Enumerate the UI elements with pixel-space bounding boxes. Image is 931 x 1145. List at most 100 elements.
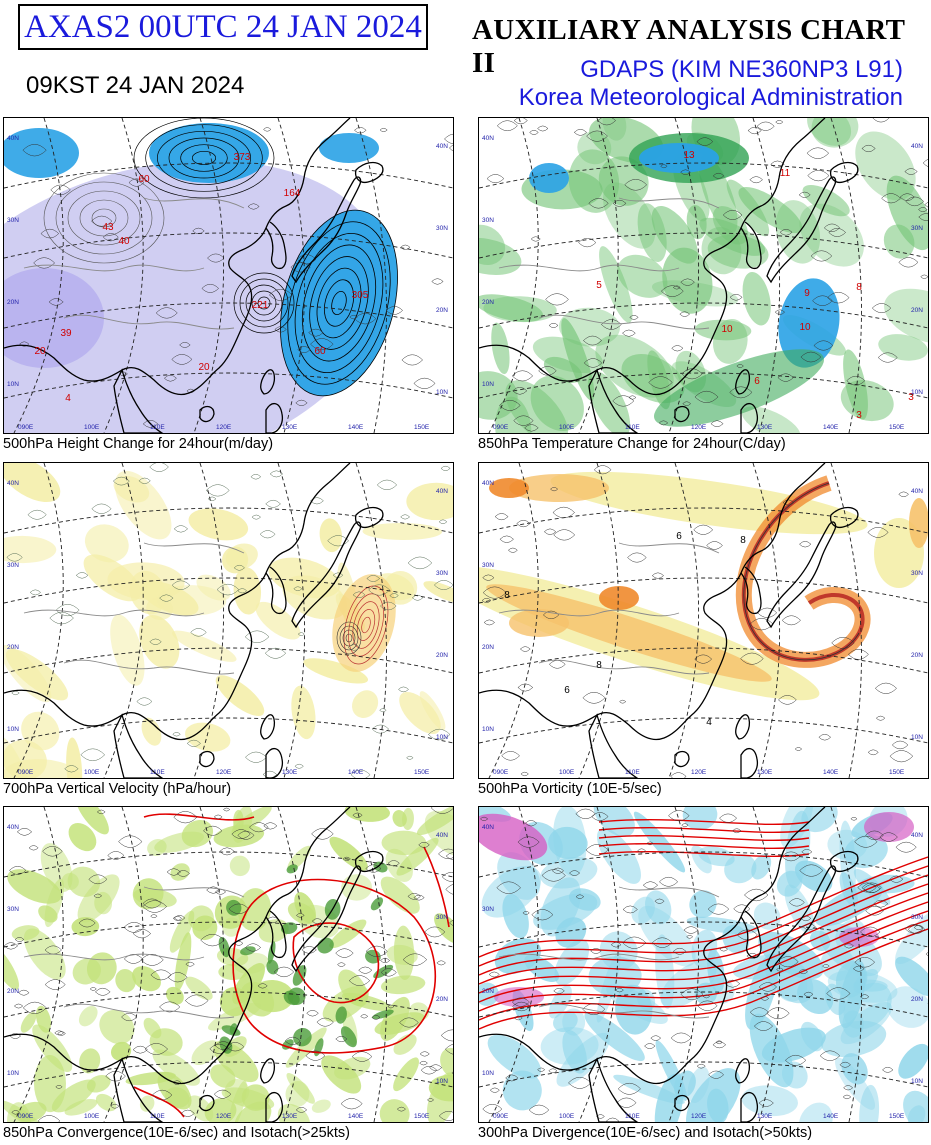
contour-value-label: 10 [721,324,733,335]
lat-label: 10N [7,726,19,733]
lon-label: 100E [84,424,100,431]
coastline [479,118,859,433]
map-graphic: 090E 100E 110E 120E 130E 140E 150E 40N 30N 20N 10N… [4,463,453,778]
lon-label: 120E [691,769,707,776]
lon-label: 140E [348,424,364,431]
coastline [4,807,384,1122]
lat-label: 30N [7,562,19,569]
contour-value-label: 3 [856,410,862,421]
lon-label: 090E [493,424,509,431]
contour-value-label: 8 [596,660,602,671]
lon-label: 130E [757,1113,773,1120]
contour-value-label: 60 [314,346,326,357]
lat-label: 30N [436,225,448,232]
coastline [4,463,384,778]
lon-label: 090E [18,1113,34,1120]
map-panel-height-change: 373 164 305 43 221 39 60 20 40 20 60 4 090E 100E 110E 1… [3,117,454,434]
lon-label: 110E [625,1113,640,1120]
caption-divergence: 300hPa Divergence(10E-6/sec) and Isotach… [478,1125,813,1141]
lat-label: 20N [7,644,19,651]
contour-value-label: 13 [683,150,695,161]
lat-label: 20N [482,988,494,995]
map-panel-vertical-velocity: 090E 100E 110E 120E 130E 140E 150E 40N 30N 20N 10N… [3,462,454,779]
lat-label: 40N [436,143,448,150]
lat-label: 30N [436,570,448,577]
lat-label: 10N [7,381,19,388]
contour-value-label: 9 [804,288,810,299]
map-graphic: 090E 100E 110E 120E 130E 140E 150E 40N 30N 20N 10N… [4,807,453,1122]
lon-label: 130E [282,1113,298,1120]
lat-label: 40N [482,135,494,142]
lon-label: 130E [757,424,773,431]
lon-label: 130E [757,769,773,776]
lon-label: 100E [84,1113,100,1120]
map-panel-divergence: 090E 100E 110E 120E 130E 140E 150E 40N 30N 20N 10N… [478,806,929,1123]
lon-label: 120E [216,1113,232,1120]
map-panel-vorticity: 8 8 6 8 6 4 090E 100E 110E 120E 130E 140E 150E 40N 30N… [478,462,929,779]
contour-value-label: 8 [856,282,862,293]
lat-label: 40N [911,143,923,150]
country-borders [23,886,245,1019]
caption-vorticity: 500hPa Vorticity (10E-5/sec) [478,781,662,797]
caption-temperature-change: 850hPa Temperature Change for 24hour(C/d… [478,436,786,452]
map-panel-convergence: 090E 100E 110E 120E 130E 140E 150E 40N 30N 20N 10N… [3,806,454,1123]
lat-label: 40N [7,824,19,831]
country-borders [498,886,720,1019]
contour-value-label: 4 [706,717,712,728]
contour-value-label: 6 [676,531,682,542]
lon-label: 150E [414,769,430,776]
lat-label: 10N [911,389,923,396]
contour-value-label: 40 [118,236,130,247]
lon-label: 130E [282,769,298,776]
lon-label: 110E [150,1113,165,1120]
lon-label: 150E [414,1113,430,1120]
country-borders [23,542,245,675]
lat-label: 20N [911,652,923,659]
lat-label: 20N [436,996,448,1003]
contour-value-label: 3 [908,392,914,403]
country-borders [498,197,720,330]
lat-label: 30N [482,906,494,913]
lon-label: 090E [493,769,509,776]
lat-label: 30N [7,906,19,913]
lon-label: 100E [559,769,575,776]
lon-label: 110E [150,769,165,776]
lon-label: 100E [84,769,100,776]
lon-label: 120E [691,424,707,431]
map-graphic: 8 8 6 8 6 4 090E 100E 110E 120E 130E 140E 150E 40N 30N… [479,463,928,778]
contour-value-label: 221 [252,300,269,311]
contour-value-label: 6 [564,685,570,696]
contour-value-label: 305 [352,290,369,301]
contour-value-label: 39 [60,328,72,339]
lat-label: 10N [911,734,923,741]
lon-label: 120E [691,1113,707,1120]
lon-label: 120E [216,424,232,431]
lat-label: 30N [436,914,448,921]
lat-label: 30N [482,217,494,224]
lon-label: 150E [889,769,905,776]
local-time: 09KST 24 JAN 2024 [26,72,245,99]
map-graphic: 090E 100E 110E 120E 130E 140E 150E 40N 30N 20N 10N… [479,807,928,1122]
country-borders [498,542,720,675]
lon-label: 140E [348,769,364,776]
lat-label: 40N [7,135,19,142]
lat-label: 30N [482,562,494,569]
chart-id: AXAS2 00UTC 24 JAN 2024 [24,8,422,45]
lat-label: 10N [482,381,494,388]
lat-label: 10N [482,1070,494,1077]
lon-label: 100E [559,424,575,431]
lat-label: 30N [911,225,923,232]
contour-value-label: 60 [138,174,150,185]
lat-label: 10N [436,1078,448,1085]
lat-label: 20N [7,299,19,306]
lat-label: 40N [482,824,494,831]
lat-label: 20N [482,644,494,651]
lon-label: 140E [823,769,839,776]
lat-label: 40N [911,488,923,495]
agency-name: Korea Meteorological Administration [518,84,903,111]
lat-label: 30N [7,217,19,224]
lat-label: 20N [911,307,923,314]
lat-label: 20N [436,307,448,314]
lon-label: 110E [625,424,640,431]
lon-label: 110E [150,424,165,431]
